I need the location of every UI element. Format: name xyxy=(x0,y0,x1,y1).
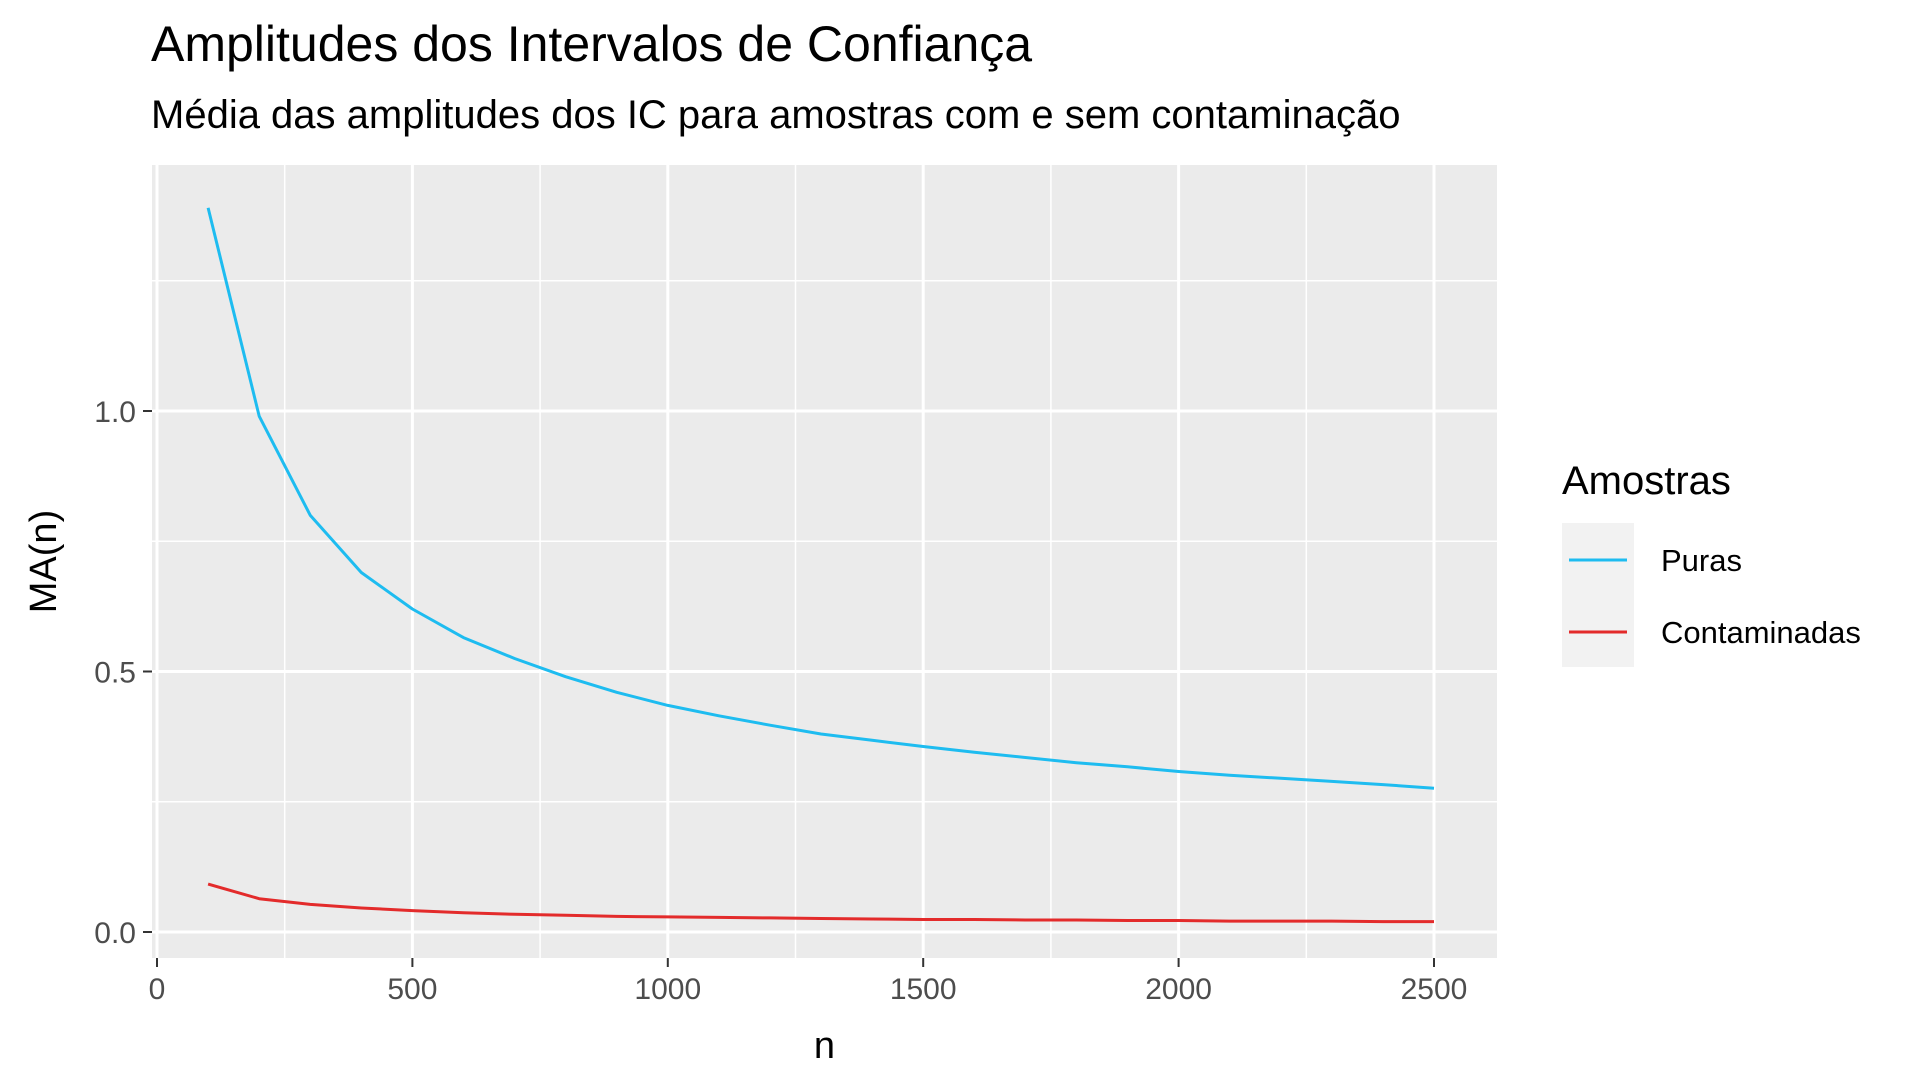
legend-title: Amostras xyxy=(1562,459,1731,503)
series-lines xyxy=(206,207,1435,924)
y-tick-label: 0.0 xyxy=(94,917,136,950)
x-tick-label: 0 xyxy=(149,973,166,1006)
y-tick-label: 0.5 xyxy=(94,657,136,690)
legend-label-puras: Puras xyxy=(1661,543,1742,578)
y-tick-label: 1.0 xyxy=(94,396,136,429)
chart-title: Amplitudes dos Intervalos de Confiança xyxy=(151,16,1033,72)
y-axis-title: MA(n) xyxy=(23,510,65,613)
tick-labels: 0 500 1000 1500 2000 2500 0.0 0.5 1.0 xyxy=(94,396,1467,1006)
series-line-contaminadas xyxy=(207,882,1434,924)
series-line-puras xyxy=(206,207,1435,790)
legend-items: Puras Contaminadas xyxy=(1569,543,1861,650)
legend-keys-background xyxy=(1562,523,1634,667)
legend: Amostras Puras Contaminadas xyxy=(1562,459,1861,667)
x-axis-title: n xyxy=(814,1025,835,1067)
axis-ticks xyxy=(143,410,1435,967)
grid-major xyxy=(152,165,1497,958)
grid-minor xyxy=(152,165,1497,958)
x-tick-label: 1500 xyxy=(890,973,957,1006)
x-tick-label: 2500 xyxy=(1401,973,1468,1006)
x-tick-label: 1000 xyxy=(634,973,701,1006)
legend-label-contaminadas: Contaminadas xyxy=(1661,615,1861,650)
x-tick-label: 2000 xyxy=(1145,973,1212,1006)
chart-subtitle: Média das amplitudes dos IC para amostra… xyxy=(151,93,1401,137)
x-tick-label: 500 xyxy=(387,973,437,1006)
plot-panel xyxy=(152,165,1497,958)
